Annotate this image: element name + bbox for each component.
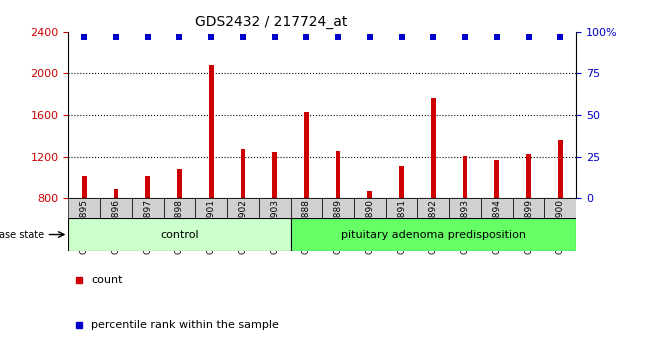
Text: GSM100889: GSM100889 [333,199,342,254]
Text: GSM100888: GSM100888 [302,199,311,254]
Bar [431,98,436,198]
Bar [336,151,340,198]
Text: GSM100898: GSM100898 [175,199,184,254]
FancyBboxPatch shape [481,198,513,218]
FancyBboxPatch shape [132,198,163,218]
Text: GSM100894: GSM100894 [492,199,501,254]
Text: GSM100902: GSM100902 [238,199,247,254]
Bar [399,166,404,198]
Text: GSM100899: GSM100899 [524,199,533,254]
Bar [494,160,499,198]
FancyBboxPatch shape [100,198,132,218]
FancyBboxPatch shape [322,198,354,218]
Text: GSM100893: GSM100893 [460,199,469,254]
Bar [113,189,118,198]
Bar [367,191,372,198]
Text: disease state: disease state [0,229,44,240]
Text: percentile rank within the sample: percentile rank within the sample [91,320,279,330]
Bar [240,149,245,198]
FancyBboxPatch shape [290,198,322,218]
Bar [558,140,562,198]
Text: GSM100896: GSM100896 [111,199,120,254]
Bar [463,156,467,198]
FancyBboxPatch shape [354,198,385,218]
Text: count: count [91,275,122,285]
Text: GSM100892: GSM100892 [429,199,438,254]
Text: pituitary adenoma predisposition: pituitary adenoma predisposition [341,229,526,240]
Bar [526,154,531,198]
Text: GDS2432 / 217724_at: GDS2432 / 217724_at [195,16,348,29]
FancyBboxPatch shape [449,198,481,218]
Text: GSM100895: GSM100895 [79,199,89,254]
FancyBboxPatch shape [513,198,544,218]
FancyBboxPatch shape [385,198,417,218]
Bar [272,153,277,198]
Text: GSM100897: GSM100897 [143,199,152,254]
Text: GSM100900: GSM100900 [556,199,565,254]
FancyBboxPatch shape [68,198,100,218]
Text: GSM100903: GSM100903 [270,199,279,254]
FancyBboxPatch shape [290,218,576,251]
FancyBboxPatch shape [163,198,195,218]
FancyBboxPatch shape [227,198,259,218]
FancyBboxPatch shape [195,198,227,218]
FancyBboxPatch shape [68,218,290,251]
FancyBboxPatch shape [544,198,576,218]
Bar [82,176,87,198]
Bar [304,112,309,198]
Text: control: control [160,229,199,240]
Bar [177,169,182,198]
Text: GSM100901: GSM100901 [206,199,215,254]
Text: GSM100891: GSM100891 [397,199,406,254]
FancyBboxPatch shape [417,198,449,218]
Bar [209,65,214,198]
Bar [145,176,150,198]
Text: GSM100890: GSM100890 [365,199,374,254]
FancyBboxPatch shape [259,198,290,218]
